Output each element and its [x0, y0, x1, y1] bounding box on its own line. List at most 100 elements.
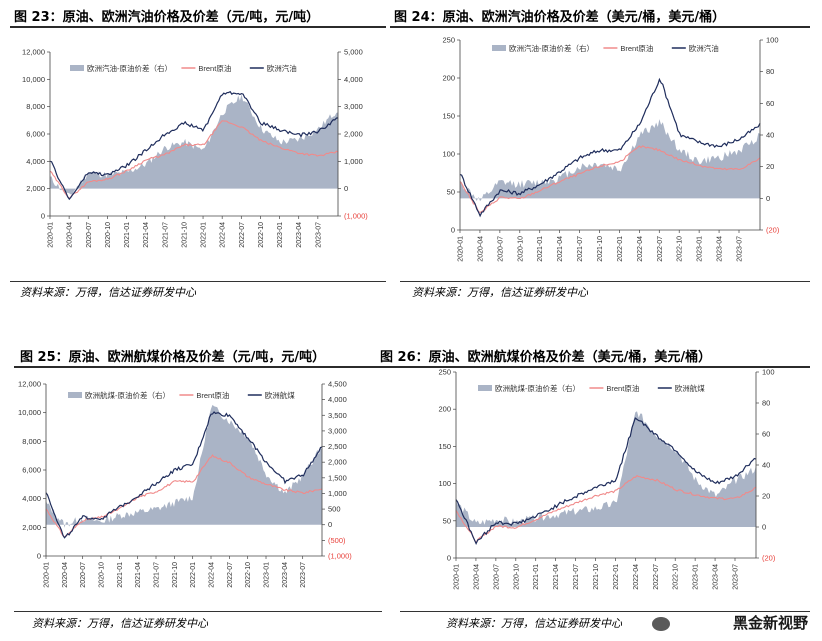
x-tick-label: 2023-01 [277, 222, 284, 248]
x-tick-label: 2020-10 [99, 562, 106, 588]
legend-label: 欧洲汽油-原油价差（右） [509, 43, 594, 53]
x-tick-label: 2022-07 [657, 236, 664, 262]
left-tick-label: 50 [443, 516, 451, 525]
right-tick-label: 2,000 [344, 130, 363, 139]
x-tick-label: 2023-04 [717, 236, 724, 262]
x-tick-label: 2022-01 [613, 564, 620, 590]
left-tick-label: 2,000 [26, 184, 45, 193]
right-tick-label: 60 [766, 99, 774, 108]
product-line [49, 90, 339, 201]
right-tick-label: 40 [762, 461, 770, 470]
source-rule [14, 611, 382, 612]
legend-label: 欧洲航煤 [265, 390, 295, 400]
brent-line [49, 120, 339, 200]
x-tick-label: 2023-04 [713, 564, 720, 590]
chart-title: 图 25：原油、欧洲航煤价格及价差（元/吨，元/吨） [20, 350, 326, 365]
left-tick-label: 100 [442, 150, 455, 159]
legend-label: 欧洲汽油 [267, 63, 297, 73]
left-tick-label: 100 [438, 479, 451, 488]
x-tick-label: 2021-10 [172, 562, 179, 588]
left-tick-label: 6,000 [26, 130, 45, 139]
source-rule [400, 611, 810, 612]
x-tick-label: 2022-01 [201, 222, 208, 248]
x-tick-label: 2022-10 [673, 564, 680, 590]
right-tick-label: 2,500 [328, 442, 347, 451]
title-rule [10, 26, 386, 28]
left-tick-label: 50 [447, 188, 455, 197]
x-tick-label: 2021-07 [154, 562, 161, 588]
x-tick-label: 2020-07 [493, 564, 500, 590]
source-note: 资料来源：万得，信达证券研发中心 [32, 617, 208, 630]
x-tick-label: 2022-10 [677, 236, 684, 262]
x-tick-label: 2021-01 [117, 562, 124, 588]
x-tick-label: 2021-01 [124, 222, 131, 248]
legend-label: 欧洲航煤-原油价差（右） [85, 390, 170, 400]
x-tick-label: 2020-01 [48, 222, 55, 248]
left-tick-label: 8,000 [22, 437, 41, 446]
right-tick-label: 3,000 [328, 426, 347, 435]
x-tick-label: 2022-04 [209, 562, 216, 588]
left-tick-label: 0 [447, 554, 451, 563]
left-tick-label: 2,000 [22, 523, 41, 532]
right-tick-label: 40 [766, 131, 774, 140]
x-tick-label: 2022-01 [617, 236, 624, 262]
x-tick-label: 2020-07 [80, 562, 87, 588]
left-tick-label: 150 [442, 112, 455, 121]
left-tick-label: 6,000 [22, 466, 41, 475]
x-tick-label: 2020-07 [86, 222, 93, 248]
right-tick-label: 0 [766, 194, 770, 203]
left-tick-label: 150 [438, 442, 451, 451]
right-tick-label: 5,000 [344, 48, 363, 57]
x-tick-label: 2020-07 [497, 236, 504, 262]
right-tick-label: 1,500 [328, 473, 347, 482]
right-tick-label: (20) [762, 554, 776, 563]
legend-label: Brent原油 [620, 43, 653, 53]
x-tick-label: 2021-04 [135, 562, 142, 588]
x-tick-label: 2020-01 [454, 564, 461, 590]
x-tick-label: 2020-04 [477, 236, 484, 262]
x-tick-label: 2022-07 [227, 562, 234, 588]
left-tick-label: 12,000 [22, 48, 45, 57]
right-tick-label: 0 [328, 520, 332, 529]
x-tick-label: 2022-10 [245, 562, 252, 588]
x-tick-label: 2023-07 [300, 562, 307, 588]
wechat-icon [652, 617, 670, 631]
left-tick-label: 8,000 [26, 102, 45, 111]
legend-label: Brent原油 [198, 63, 231, 73]
spread-area [46, 404, 322, 528]
x-tick-label: 2023-01 [697, 236, 704, 262]
legend-label: 欧洲汽油-原油价差（右） [87, 63, 172, 73]
legend-label: Brent原油 [606, 383, 639, 393]
watermark: 黑金新视野 [732, 614, 808, 632]
right-tick-label: 2,000 [328, 458, 347, 467]
chart-svg: 0 2,000 4,000 6,000 8,000 10,000 12,000 (1,000)… [22, 48, 368, 248]
x-tick-label: 2020-10 [513, 564, 520, 590]
x-tick-label: 2022-01 [190, 562, 197, 588]
chart-title: 图 23：原油、欧洲汽油价格及价差（元/吨，元/吨） [14, 10, 320, 25]
right-tick-label: 1,000 [328, 489, 347, 498]
source-note: 资料来源：万得，信达证券研发中心 [446, 617, 622, 630]
right-tick-label: 4,000 [344, 75, 363, 84]
x-tick-label: 2020-01 [44, 562, 51, 588]
product-line [459, 77, 761, 218]
right-tick-label: 1,000 [344, 157, 363, 166]
right-tick-label: 3,500 [328, 411, 347, 420]
legend-label: 欧洲航煤-原油价差（右） [495, 383, 580, 393]
left-tick-label: 4,000 [26, 157, 45, 166]
x-tick-label: 2021-10 [181, 222, 188, 248]
right-tick-label: 80 [762, 399, 770, 408]
x-tick-label: 2023-07 [315, 222, 322, 248]
right-tick-label: 0 [762, 523, 766, 532]
right-tick-label: 80 [766, 67, 774, 76]
x-tick-label: 2023-01 [264, 562, 271, 588]
x-tick-label: 2020-10 [105, 222, 112, 248]
x-tick-label: 2023-04 [282, 562, 289, 588]
right-tick-label: 60 [762, 430, 770, 439]
chart-svg: 0 2,000 4,000 6,000 8,000 10,000 12,000 (1,000)… [18, 380, 352, 588]
left-tick-label: 250 [438, 368, 451, 377]
chart-title: 图 26：原油、欧洲航煤价格及价差（美元/桶，美元/桶） [380, 350, 712, 365]
right-tick-label: 3,000 [344, 102, 363, 111]
brent-line [455, 475, 757, 544]
x-tick-label: 2020-04 [67, 222, 74, 248]
right-tick-label: (1,000) [328, 552, 352, 561]
